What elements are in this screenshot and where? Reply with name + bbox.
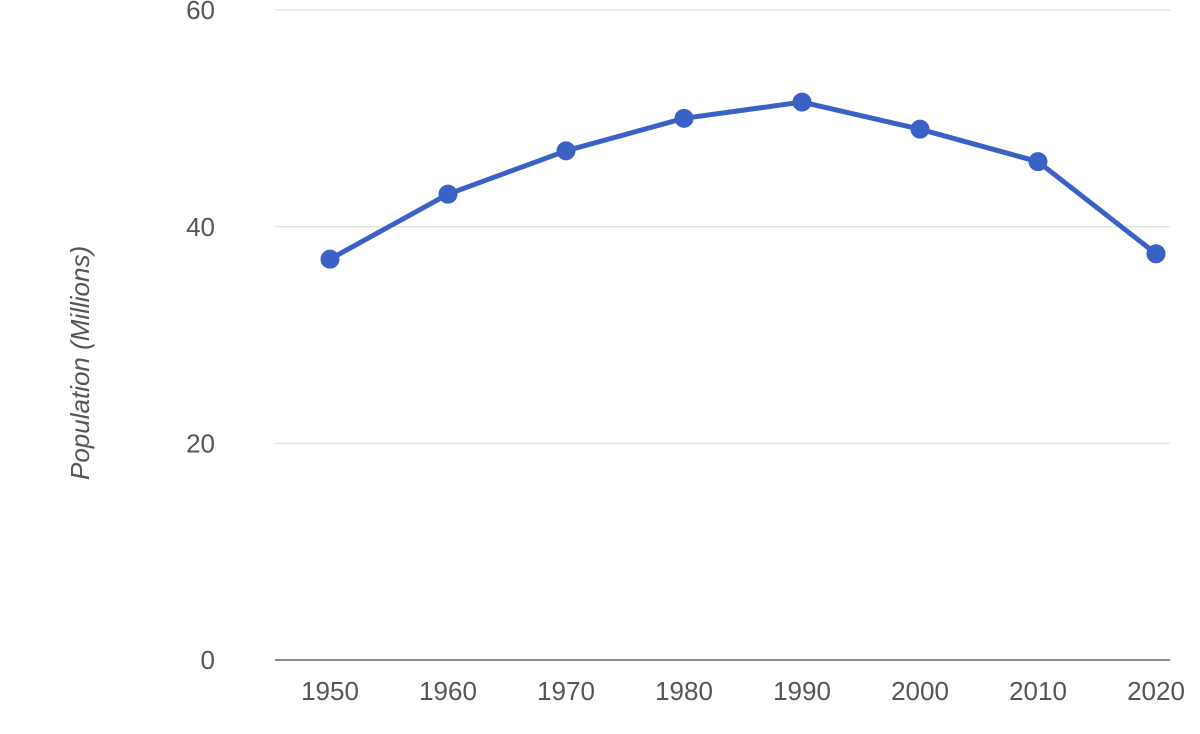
y-tick-label: 0 <box>201 645 215 675</box>
data-marker <box>793 93 811 111</box>
x-tick-label: 1970 <box>537 676 595 706</box>
population-line-chart: Population (Millions) 0 20 40 60 1950 1960 197… <box>0 0 1200 734</box>
x-tick-label: 2000 <box>891 676 949 706</box>
x-tick-label: 2020 <box>1127 676 1185 706</box>
data-marker <box>439 185 457 203</box>
y-tick-label: 20 <box>186 428 215 458</box>
chart-svg: 0 20 40 60 1950 1960 1970 1980 1990 2000 2010 2020 <box>0 0 1200 734</box>
x-tick-label: 2010 <box>1009 676 1067 706</box>
x-tick-label: 1990 <box>773 676 831 706</box>
x-tick-label: 1980 <box>655 676 713 706</box>
data-line <box>330 102 1156 259</box>
y-tick-label: 60 <box>186 0 215 25</box>
x-tick-label: 1950 <box>301 676 359 706</box>
data-marker <box>675 109 693 127</box>
data-marker <box>557 142 575 160</box>
y-axis-label: Population (Millions) <box>65 246 96 480</box>
data-marker <box>321 250 339 268</box>
data-marker <box>1147 245 1165 263</box>
data-marker <box>911 120 929 138</box>
x-tick-label: 1960 <box>419 676 477 706</box>
data-marker <box>1029 153 1047 171</box>
y-tick-label: 40 <box>186 212 215 242</box>
